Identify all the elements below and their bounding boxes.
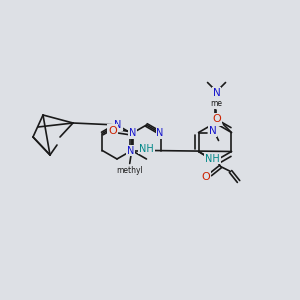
Text: N: N [129,128,136,139]
Text: NH: NH [139,143,154,154]
Text: O: O [201,172,210,182]
Text: N: N [213,88,220,98]
Text: methyl: methyl [116,166,143,175]
Text: N: N [209,125,216,136]
Text: N: N [127,146,134,155]
Text: N: N [157,128,164,139]
Text: O: O [108,125,117,136]
Text: O: O [212,115,221,124]
Text: N: N [114,120,122,130]
Text: NH: NH [205,154,220,164]
Text: me: me [211,99,223,108]
